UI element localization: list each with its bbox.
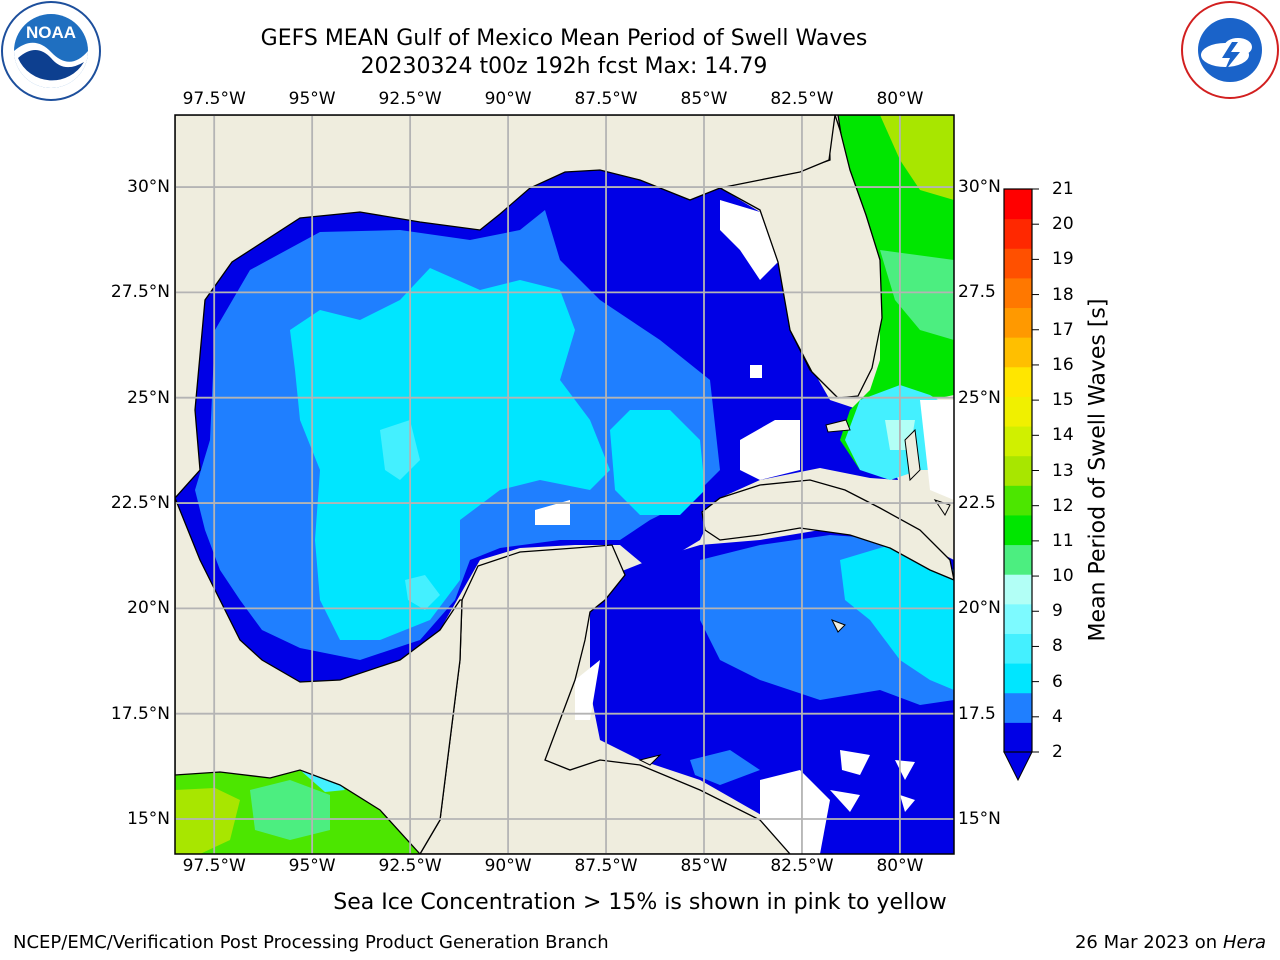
colorbar-segment	[1004, 485, 1032, 516]
no-data-area	[535, 500, 570, 525]
colorbar-tick-label: 6	[1052, 671, 1063, 692]
lat-tick-label-right: 15°N	[958, 809, 1001, 830]
lat-tick-label-left: 20°N	[127, 598, 170, 619]
colorbar-segment	[1004, 218, 1032, 249]
noaa-logo: NOAA	[1, 1, 101, 101]
colorbar-segment	[1004, 337, 1032, 368]
lon-tick-label-bottom: 82.5°W	[770, 856, 834, 876]
lat-tick-label-right: 27.5	[958, 282, 996, 303]
island	[638, 754, 662, 766]
colorbar-segment	[1004, 633, 1032, 664]
lon-tick-label-top: 95°W	[288, 89, 336, 109]
lon-tick-label-top: 82.5°W	[770, 89, 834, 109]
colorbar-extend-arrow	[1003, 751, 1033, 782]
lon-tick-label-bottom: 85°W	[680, 856, 728, 876]
map-title: GEFS MEAN Gulf of Mexico Mean Period of …	[260, 26, 868, 51]
colorbar-tick-label: 15	[1052, 390, 1074, 411]
lat-tick-label-left: 25°N	[127, 387, 170, 408]
lon-tick-label-bottom: 92.5°W	[378, 856, 442, 876]
mexico-land	[175, 497, 463, 854]
noaa-logo-text: NOAA	[26, 23, 76, 42]
lon-tick-label-bottom: 87.5°W	[574, 856, 638, 876]
island	[830, 619, 846, 633]
colorbar-tick-label: 4	[1052, 706, 1063, 727]
lon-tick-label-bottom: 95°W	[288, 856, 336, 876]
colorbar-segment	[1004, 277, 1032, 309]
colorbar-tick-label: 18	[1052, 284, 1074, 305]
colorbar-tick-label: 11	[1052, 530, 1074, 551]
colorbar-tick-label: 20	[1052, 214, 1074, 235]
no-data-area	[575, 660, 600, 720]
colorbar-segment	[1004, 692, 1032, 723]
lat-tick-label-left: 17.5°N	[110, 703, 170, 724]
lon-tick-label-top: 92.5°W	[378, 89, 442, 109]
no-data-area	[750, 365, 762, 378]
colorbar-segment	[1004, 426, 1032, 457]
lon-tick-label-top: 90°W	[484, 89, 532, 109]
lat-tick-label-right: 30°N	[958, 177, 1001, 198]
sea-ice-note: Sea Ice Concentration > 15% is shown in …	[333, 890, 947, 915]
map-frame	[174, 114, 955, 855]
lon-tick-label-bottom: 97.5°W	[182, 856, 246, 876]
colorbar-segment	[1004, 663, 1032, 694]
colorbar-segment	[1004, 514, 1032, 546]
lon-tick-label-top: 85°W	[680, 89, 728, 109]
colorbar-segment	[1004, 189, 1032, 220]
gulf-swell-field	[175, 170, 898, 682]
caribbean-swell-field	[590, 530, 954, 854]
no-data-area	[740, 420, 800, 480]
lon-tick-label-top: 97.5°W	[182, 89, 246, 109]
lat-tick-label-right: 17.5	[958, 703, 996, 724]
colorbar-segment	[1004, 248, 1032, 279]
pacific-swell-field	[175, 770, 420, 854]
lat-tick-label-right: 22.5	[958, 493, 996, 514]
colorbar-segment	[1004, 396, 1032, 427]
no-data-area	[720, 200, 778, 280]
colorbar-segment	[1004, 455, 1032, 486]
colorbar-segment	[1004, 366, 1032, 397]
colorbar-tick-label: 21	[1052, 179, 1074, 199]
lat-tick-label-left: 15°N	[127, 809, 170, 830]
florida-keys	[825, 419, 851, 433]
colorbar-tick-label: 12	[1052, 495, 1074, 516]
lat-tick-label-right: 25°N	[958, 387, 1001, 408]
colorbar-segment	[1004, 574, 1032, 605]
colorbar-tick-label: 13	[1052, 460, 1074, 481]
north-america-land	[175, 115, 836, 499]
lon-tick-label-bottom: 90°W	[484, 856, 532, 876]
colorbar-segment	[1004, 544, 1032, 575]
host-name: Hera	[1222, 932, 1266, 953]
colorbar-tick-label: 16	[1052, 354, 1074, 375]
colorbar-tick-label: 14	[1052, 425, 1074, 446]
colorbar-tick-label: 8	[1052, 636, 1063, 657]
date-text: 26 Mar 2023 on	[1074, 932, 1218, 953]
date-stamp: 26 Mar 2023 on Hera	[1075, 932, 1266, 953]
colorbar-tick-label: 19	[1052, 249, 1074, 270]
lat-tick-label-left: 30°N	[127, 177, 170, 198]
lon-tick-label-top: 87.5°W	[574, 89, 638, 109]
atlantic-swell-field	[835, 115, 954, 500]
lon-tick-label-bottom: 80°W	[876, 856, 924, 876]
colorbar-tick-label: 17	[1052, 319, 1074, 340]
colorbar-tick-label: 9	[1052, 601, 1063, 622]
lat-tick-label-left: 22.5°N	[110, 493, 170, 514]
lon-tick-label-top: 80°W	[876, 89, 924, 109]
lat-tick-label-right: 20°N	[958, 598, 1001, 619]
credit-text: NCEP/EMC/Verification Post Processing Pr…	[13, 932, 609, 953]
map-subtitle: 20230324 t00z 192h fcst Max: 14.79	[360, 54, 768, 79]
colorbar-segment	[1004, 603, 1032, 634]
nws-logo	[1181, 1, 1279, 99]
graticule	[175, 115, 954, 854]
lat-tick-label-left: 27.5°N	[110, 282, 170, 303]
colorbar-tick-label: 10	[1052, 566, 1074, 587]
colorbar-tick-label: 2	[1052, 742, 1063, 762]
colorbar-segment	[1004, 722, 1032, 753]
colorbar-label: Mean Period of Swell Waves [s]	[1085, 298, 1111, 642]
colorbar-segment	[1004, 307, 1032, 338]
